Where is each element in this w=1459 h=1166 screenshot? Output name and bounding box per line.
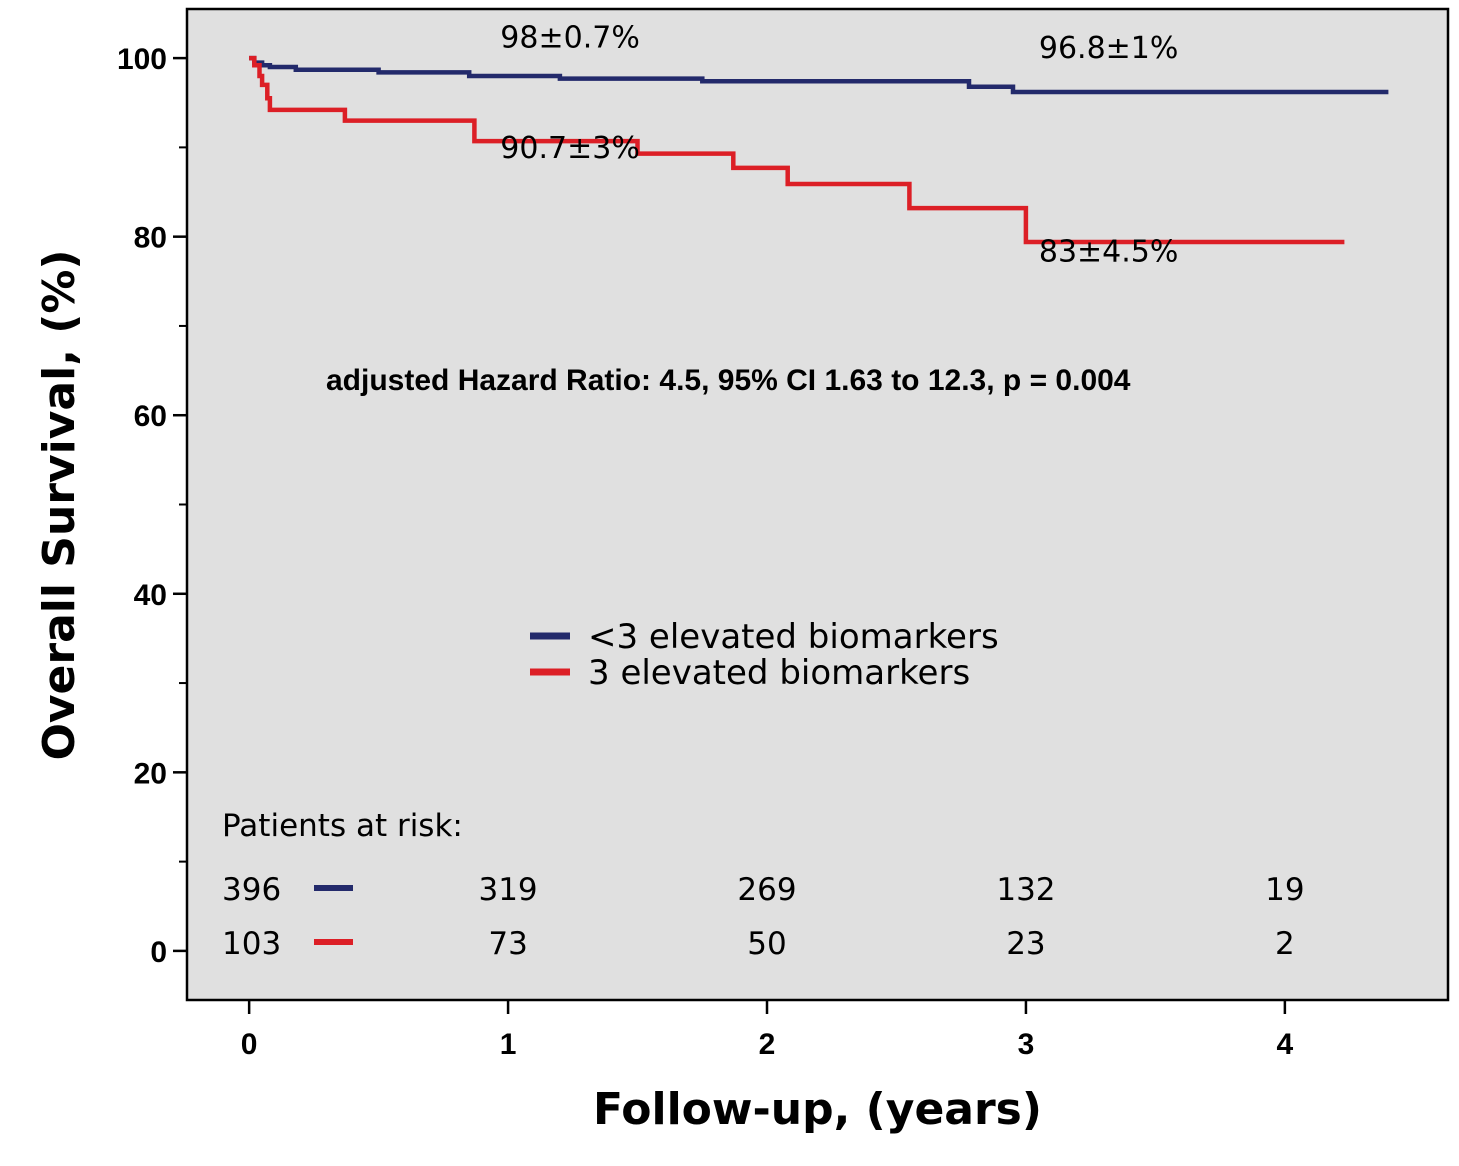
risk-value-r1-c4: 132 bbox=[996, 872, 1055, 908]
survival-annotation-3: 90.7±3% bbox=[500, 131, 640, 166]
patients-at-risk-table: Patients at risk: 396 319 269 132 19 103 73 50 2… bbox=[222, 808, 1305, 962]
x-tick-label-4: 4 bbox=[1277, 1028, 1294, 1061]
survival-annotation-2: 96.8±1% bbox=[1039, 31, 1179, 66]
annotations: 98±0.7% 96.8±1% 90.7±3% 83±4.5% bbox=[500, 20, 1178, 269]
y-tick-label-40: 40 bbox=[134, 579, 167, 612]
x-axis-title: Follow-up, (years) bbox=[593, 1084, 1042, 1135]
risk-value-r2-c2: 73 bbox=[488, 926, 527, 962]
risk-value-r1-c3: 269 bbox=[737, 872, 796, 908]
y-tick-label-80: 80 bbox=[134, 222, 167, 255]
legend-label-1: <3 elevated biomarkers bbox=[588, 617, 999, 657]
y-tick-label-60: 60 bbox=[134, 400, 167, 433]
series-layer bbox=[249, 55, 1389, 245]
risk-value-r1-c2: 319 bbox=[478, 872, 537, 908]
survival-line-2 bbox=[249, 55, 1345, 245]
plot-area bbox=[187, 9, 1448, 1000]
risk-table-title: Patients at risk: bbox=[222, 808, 463, 844]
plot-frame bbox=[185, 7, 1450, 1002]
y-axis-title: Overall Survival, (%) bbox=[34, 249, 85, 760]
survival-annotation-1: 98±0.7% bbox=[500, 20, 640, 55]
y-tick-label-20: 20 bbox=[134, 757, 167, 790]
y-axis: 0 20 40 60 80 100 bbox=[117, 43, 187, 969]
risk-value-r2-c4: 23 bbox=[1006, 926, 1045, 962]
risk-value-r1-c1: 396 bbox=[222, 872, 281, 908]
x-axis: 0 1 2 3 4 bbox=[241, 1000, 1294, 1061]
risk-value-r2-c1: 103 bbox=[222, 926, 281, 962]
x-tick-label-2: 2 bbox=[759, 1028, 776, 1061]
hazard-ratio-text: adjusted Hazard Ratio: 4.5, 95% CI 1.63 … bbox=[326, 364, 1131, 397]
x-tick-label-3: 3 bbox=[1018, 1028, 1035, 1061]
y-tick-label-100: 100 bbox=[117, 43, 167, 76]
risk-value-r2-c3: 50 bbox=[747, 926, 786, 962]
survival-line-1 bbox=[249, 55, 1389, 95]
risk-value-r2-c5: 2 bbox=[1275, 926, 1295, 962]
survival-annotation-4: 83±4.5% bbox=[1039, 235, 1179, 270]
x-tick-label-0: 0 bbox=[241, 1028, 258, 1061]
legend-label-2: 3 elevated biomarkers bbox=[588, 653, 970, 693]
risk-value-r1-c5: 19 bbox=[1265, 872, 1304, 908]
y-tick-label-0: 0 bbox=[150, 936, 167, 969]
x-tick-label-1: 1 bbox=[500, 1028, 517, 1061]
